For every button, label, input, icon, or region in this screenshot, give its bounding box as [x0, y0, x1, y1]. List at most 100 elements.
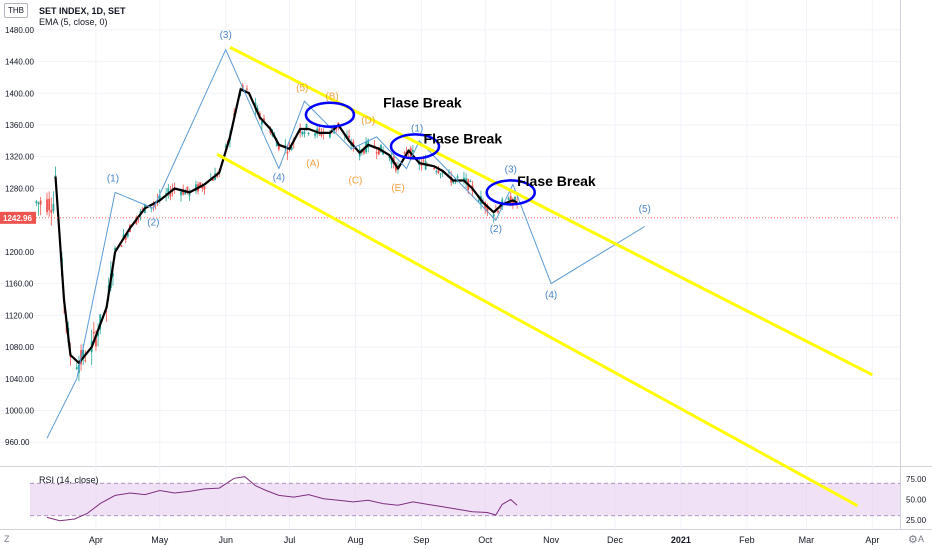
candle-body [435, 171, 438, 173]
wave-label: (3) [505, 165, 517, 176]
candle-body [331, 127, 333, 129]
candle-body [84, 360, 87, 362]
candle-body [92, 331, 95, 334]
rsi-tick-label: 75.00 [906, 475, 927, 484]
candle-body [463, 177, 465, 180]
candle-body [122, 234, 125, 238]
annotation-text: Flase Break [424, 130, 503, 146]
candle-body [335, 128, 338, 130]
candle-body [35, 201, 38, 203]
candle-body [82, 350, 85, 359]
candle-body [305, 124, 308, 129]
candle-body [46, 199, 48, 213]
candle-body [454, 178, 457, 180]
candle-body [112, 273, 114, 277]
wave-label: (D) [361, 115, 375, 126]
x-tick-label: Jun [218, 535, 233, 545]
x-tick-label: Aug [347, 535, 363, 545]
candle-body [180, 191, 182, 196]
candle-body [439, 173, 442, 175]
wave-label: (C) [349, 176, 363, 187]
wave-label: (3) [220, 30, 232, 41]
candle-body [203, 186, 206, 190]
candle-body [169, 192, 172, 197]
candle-body [314, 133, 316, 136]
x-tick-label: May [151, 535, 169, 545]
annotation-text: Flase Break [517, 173, 596, 189]
candle-body [433, 167, 436, 170]
false-break-ellipse [485, 179, 536, 206]
candle-body [186, 186, 189, 192]
candle-body [224, 146, 227, 148]
candle-body [486, 204, 489, 213]
ema-line [54, 88, 518, 364]
candle-body [363, 150, 365, 154]
last-price-badge [0, 211, 36, 224]
x-tick-label: Apr [865, 535, 879, 545]
y-tick-label: 1000.00 [5, 406, 34, 415]
candle-body [75, 367, 78, 370]
candle-body [497, 210, 499, 213]
x-tick-label: Oct [478, 535, 493, 545]
wave-label: (2) [490, 224, 502, 235]
x-tick-label: 2021 [671, 535, 691, 545]
candle-body [492, 214, 495, 217]
candle-body [126, 233, 129, 237]
candle-body [37, 202, 40, 204]
ema-legend[interactable]: EMA (5, close, 0) [39, 17, 108, 27]
wave-label: (5) [296, 83, 308, 94]
wave-label: (1) [107, 173, 119, 184]
candle-body [303, 131, 306, 134]
candle-body [263, 118, 265, 121]
candle-body [167, 188, 170, 194]
last-price-label: 1242.96 [3, 214, 32, 223]
wave-label: (B) [325, 92, 338, 103]
candle-body [158, 195, 161, 201]
tradingview-logo[interactable]: Z [4, 534, 10, 544]
x-tick-label: Sep [413, 535, 429, 545]
auto-scale-button[interactable]: A [917, 534, 924, 544]
rsi-legend[interactable]: RSI (14, close) [39, 475, 99, 485]
wave-path [46, 48, 645, 439]
false-break-ellipse [389, 133, 441, 160]
wave-label: (4) [545, 290, 557, 301]
candle-body [275, 141, 278, 147]
candle-body [95, 334, 97, 347]
candle-body [499, 207, 501, 209]
candle-body [114, 247, 116, 251]
candle-body [199, 182, 202, 186]
channel-line [229, 45, 874, 377]
candle-body [511, 201, 514, 205]
y-tick-label: 1040.00 [5, 375, 34, 384]
y-tick-label: 1320.00 [5, 153, 34, 162]
candle-body [329, 132, 331, 138]
x-tick-label: Feb [739, 535, 755, 545]
candle-body [469, 181, 472, 183]
annotation-text: Flase Break [383, 95, 462, 111]
wave-label: (4) [273, 173, 285, 184]
x-tick-label: Nov [543, 535, 560, 545]
false-break-ellipse [304, 101, 356, 128]
candle-body [288, 144, 291, 147]
candle-body [120, 245, 123, 247]
candle-body [465, 178, 467, 184]
wave-label: (E) [391, 183, 404, 194]
symbol-title[interactable]: SET INDEX, 1D, SET [39, 6, 126, 16]
candle-body [141, 208, 144, 210]
candle-body [201, 185, 204, 189]
y-tick-label: 1440.00 [5, 58, 34, 67]
candle-body [507, 197, 510, 201]
y-tick-label: 1360.00 [5, 121, 34, 130]
y-tick-label: 1400.00 [5, 89, 34, 98]
gear-icon[interactable]: ⚙ [908, 534, 918, 546]
rsi-line [46, 476, 518, 522]
candle-body [48, 198, 51, 211]
candle-body [437, 170, 440, 174]
candle-body [97, 332, 99, 337]
candle-body [403, 152, 406, 154]
y-tick-label: 960.00 [5, 438, 30, 447]
candle-body [50, 209, 53, 213]
y-tick-label: 1080.00 [5, 343, 34, 352]
candle-body [456, 176, 459, 179]
